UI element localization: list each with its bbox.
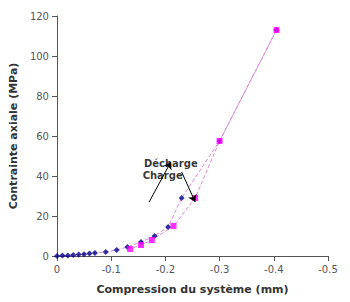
svg-text:40: 40 [36,171,49,182]
svg-text:80: 80 [36,91,49,102]
svg-text:-0.5: -0.5 [318,264,338,275]
svg-text:Charge: Charge [143,170,183,181]
svg-text:60: 60 [36,131,49,142]
svg-text:-0.1: -0.1 [101,264,121,275]
svg-text:-0.4: -0.4 [264,264,284,275]
svg-text:Contrainte axiale (MPa): Contrainte axiale (MPa) [7,63,20,210]
svg-text:20: 20 [36,211,49,222]
svg-text:0: 0 [54,264,60,275]
svg-text:120: 120 [30,11,49,22]
svg-text:-0.2: -0.2 [156,264,176,275]
svg-text:Décharge: Décharge [144,158,198,169]
svg-text:100: 100 [30,51,49,62]
svg-text:0: 0 [43,251,49,262]
svg-text:Compression du système (mm): Compression du système (mm) [96,283,288,296]
svg-text:-0.3: -0.3 [210,264,230,275]
